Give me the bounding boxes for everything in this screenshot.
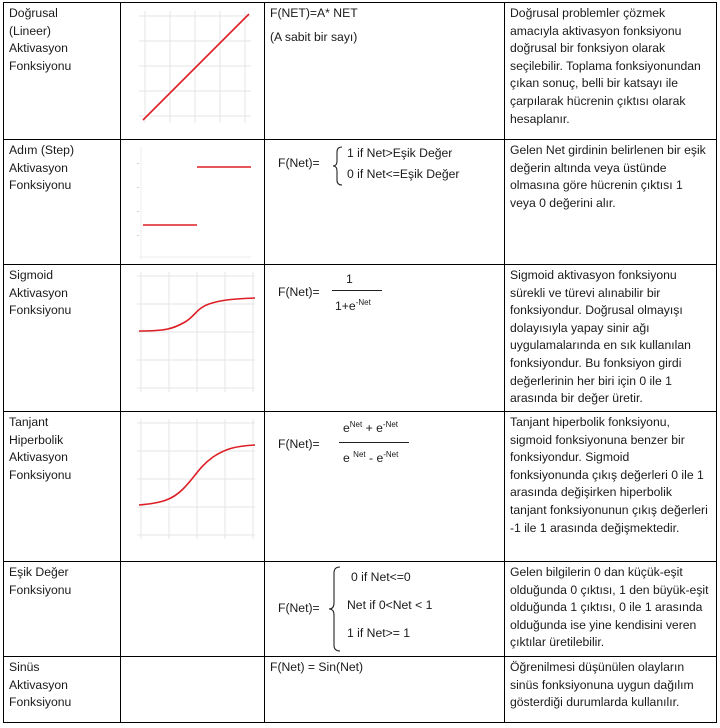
graph-cell-empty [120, 656, 265, 723]
tanh-graph [137, 419, 255, 539]
graph-cell [120, 264, 265, 412]
numerator: eNet + e-Net [343, 419, 399, 435]
case-1: 0 if Net<=0 [351, 570, 411, 584]
formula-lhs: F(Net)= [278, 437, 320, 451]
formula-cell: F(Net)= 0 if Net<=0 Net if 0<Net < 1 1 i… [264, 561, 505, 657]
formula: F(NET)=A* NET [270, 6, 358, 20]
tanh-curve [138, 444, 255, 506]
denominator: 1+e-Net [335, 298, 371, 316]
description: Sigmoid aktivasyon fonksiyonu sürekli ve… [504, 264, 717, 412]
left-brace-icon [332, 146, 343, 186]
left-brace-icon [328, 566, 341, 652]
table-row-sigmoid: Sigmoid Aktivasyon Fonksiyonu 1 F(Net)= … [3, 264, 717, 412]
denominator: e Net - e-Net [343, 449, 399, 465]
fraction-bar [332, 290, 382, 291]
case-2: Net if 0<Net < 1 [347, 598, 433, 612]
table-row-linear: Doğrusal (Lineer) Aktivasyon Fonksiyonu … [3, 2, 717, 140]
description: Öğrenilmesi düşünülen olayların sinüs fo… [504, 656, 717, 723]
numerator: 1 [346, 272, 353, 286]
table-row-step: Adım (Step) Aktivasyon Fonksiyonu F(Net)… [3, 139, 717, 265]
sigmoid-graph [137, 272, 255, 392]
function-name: Sinüs Aktivasyon Fonksiyonu [3, 656, 121, 723]
function-name: Tanjant Hiperbolik Aktivasyon Fonksiyonu [3, 411, 121, 562]
fraction-bar [339, 442, 409, 443]
table-row-sine: Sinüs Aktivasyon Fonksiyonu F(Net) = Sin… [3, 656, 717, 723]
linear-graph [135, 6, 253, 126]
description: Gelen bilgilerin 0 dan küçük-eşit olduğu… [504, 561, 717, 657]
formula-cell: eNet + e-Net F(Net)= e Net - e-Net [264, 411, 505, 562]
function-name: Sigmoid Aktivasyon Fonksiyonu [3, 264, 121, 412]
graph-cell [120, 2, 265, 140]
table-row-threshold: Eşik Değer Fonksiyonu F(Net)= 0 if Net<=… [3, 561, 717, 657]
formula: F(Net) = Sin(Net) [270, 660, 364, 674]
activation-functions-table: Doğrusal (Lineer) Aktivasyon Fonksiyonu … [3, 2, 717, 723]
description: Doğrusal problemler çözmek amacıyla akti… [504, 2, 717, 140]
function-name: Adım (Step) Aktivasyon Fonksiyonu [3, 139, 121, 265]
graph-cell [120, 139, 265, 265]
formula-lhs: F(Net)= [278, 156, 320, 170]
description: Tanjant hiperbolik fonksiyonu, sigmoid f… [504, 411, 717, 562]
function-name: Eşik Değer Fonksiyonu [3, 561, 121, 657]
case-3: 1 if Net>= 1 [347, 626, 411, 640]
formula-cell: F(Net)= 1 if Net>Eşik Değer 0 if Net<=Eş… [264, 139, 505, 265]
denominator-exponent: -Net [355, 297, 371, 307]
formula-lhs: F(Net)= [278, 285, 320, 299]
table-row-tanh: Tanjant Hiperbolik Aktivasyon Fonksiyonu… [3, 411, 717, 562]
formula-cell: F(NET)=A* NET (A sabit bir sayı) [264, 2, 505, 140]
case-2: 0 if Net<=Eşik Değer [347, 167, 460, 181]
step-graph [137, 147, 251, 259]
function-name: Doğrusal (Lineer) Aktivasyon Fonksiyonu [3, 2, 121, 140]
case-1: 1 if Net>Eşik Değer [347, 146, 453, 160]
denominator-base: 1+e [335, 299, 356, 313]
graph-cell-empty [120, 561, 265, 657]
graph-cell [120, 411, 265, 562]
formula-lhs: F(Net)= [278, 601, 320, 615]
linear-curve [142, 13, 250, 121]
description: Gelen Net girdinin belirlenen bir eşik d… [504, 139, 717, 265]
formula-cell: 1 F(Net)= 1+e-Net [264, 264, 505, 412]
formula-cell: F(Net) = Sin(Net) [264, 656, 505, 723]
formula-note: (A sabit bir sayı) [270, 29, 358, 44]
sigmoid-curve [138, 297, 255, 332]
